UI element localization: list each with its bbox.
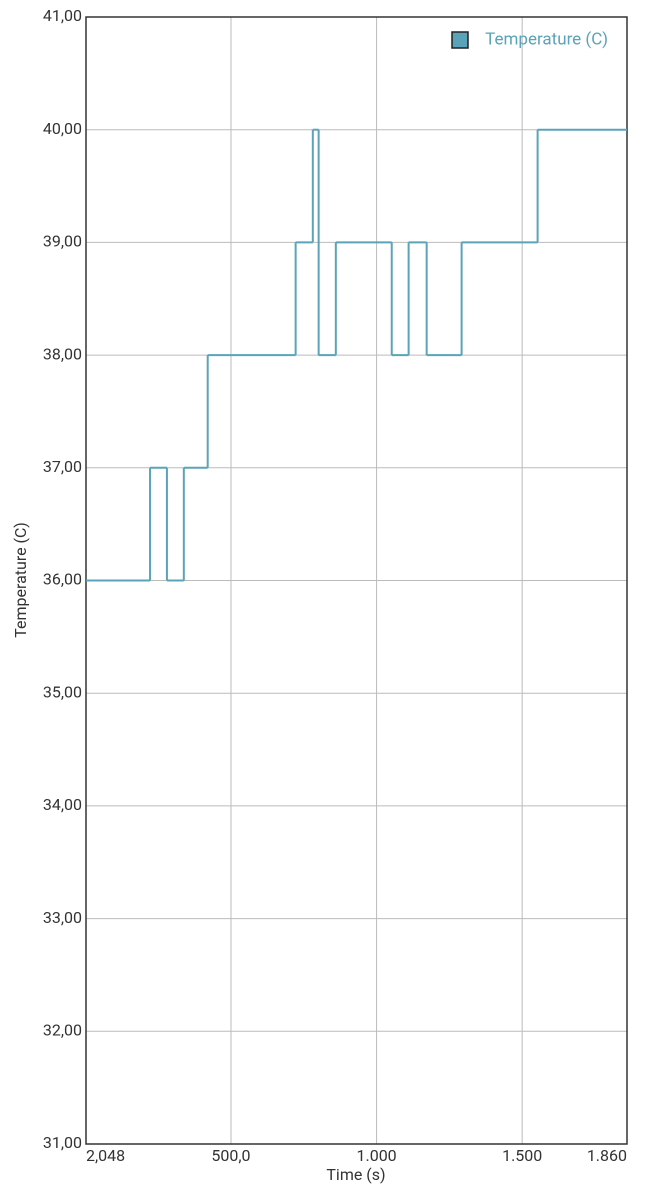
y-tick-label: 35,00 bbox=[43, 682, 82, 701]
y-tick-label: 34,00 bbox=[43, 795, 82, 814]
y-tick-label: 33,00 bbox=[43, 908, 82, 927]
y-axis-label: Temperature (C) bbox=[11, 522, 30, 638]
x-tick-label: 1.000 bbox=[356, 1146, 396, 1165]
x-tick-label: 1.860 bbox=[587, 1146, 627, 1165]
x-tick-label: 500,0 bbox=[211, 1146, 250, 1165]
x-axis-label: Time (s) bbox=[326, 1165, 385, 1184]
y-tick-label: 38,00 bbox=[43, 344, 82, 363]
x-tick-label: 1.500 bbox=[502, 1146, 542, 1165]
y-tick-label: 39,00 bbox=[43, 232, 82, 251]
legend-label: Temperature (C) bbox=[485, 29, 608, 49]
y-tick-label: 36,00 bbox=[43, 570, 82, 589]
y-tick-label: 32,00 bbox=[43, 1021, 82, 1040]
x-tick-label: 2,048 bbox=[86, 1146, 125, 1165]
y-tick-label: 40,00 bbox=[43, 119, 82, 138]
y-tick-label: 37,00 bbox=[43, 457, 82, 476]
legend-swatch bbox=[451, 31, 469, 49]
y-tick-label: 31,00 bbox=[43, 1133, 82, 1152]
y-tick-label: 41,00 bbox=[43, 6, 82, 25]
